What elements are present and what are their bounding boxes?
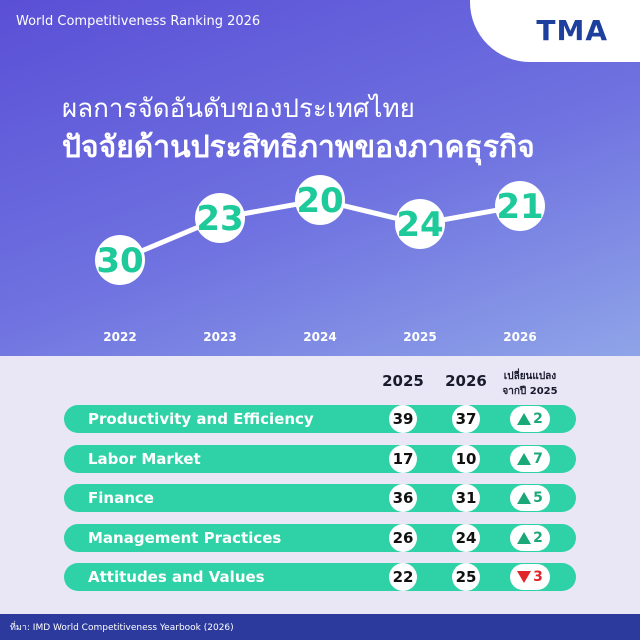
row-name: Productivity and Efficiency xyxy=(88,410,314,428)
footer xyxy=(0,614,640,640)
column-header: เปลี่ยนแปลงจากปี 2025 xyxy=(502,371,558,397)
value-2026: 37 xyxy=(452,405,480,433)
row xyxy=(64,484,576,512)
change: 2 xyxy=(510,406,550,432)
source: ที่มา: IMD World Competitiveness Yearboo… xyxy=(10,623,234,633)
change-value: 2 xyxy=(533,529,543,546)
row-name: Labor Market xyxy=(88,449,201,468)
value-2025: 36 xyxy=(389,484,417,512)
value-2025: 17 xyxy=(389,444,417,473)
value-2026: 24 xyxy=(452,523,480,552)
point xyxy=(495,181,545,231)
data-label: 21 xyxy=(496,187,543,227)
change-arrow xyxy=(517,531,532,544)
point xyxy=(295,175,345,225)
change: 3 xyxy=(510,564,550,590)
value-2025: 39 xyxy=(389,405,417,433)
title: World Competitiveness Ranking 2026 xyxy=(16,14,261,29)
point xyxy=(395,199,445,249)
change: 5 xyxy=(510,485,550,511)
row-name: Finance xyxy=(88,489,154,507)
logo-tab xyxy=(470,0,640,62)
point xyxy=(95,235,145,285)
logo: TMA xyxy=(536,14,608,47)
change-arrow xyxy=(517,571,532,583)
data-label: 30 xyxy=(96,241,143,281)
change: 7 xyxy=(510,445,550,472)
row xyxy=(64,444,576,473)
change-arrow xyxy=(517,452,532,465)
change-arrow xyxy=(517,413,532,425)
row-name: Management Practices xyxy=(88,528,282,547)
value-2026: 10 xyxy=(452,444,480,473)
row xyxy=(64,405,576,433)
data-label: 20 xyxy=(296,181,343,221)
change: 2 xyxy=(510,524,550,551)
data-label: 24 xyxy=(396,205,443,245)
change-value: 2 xyxy=(533,411,543,427)
change-value: 5 xyxy=(533,490,543,506)
value-2025: 22 xyxy=(389,563,417,591)
row xyxy=(64,523,576,552)
headline: ผลการจัดอันดับของประเทศไทย xyxy=(62,94,415,124)
row-name: Attitudes and Values xyxy=(88,568,265,586)
x-tick-label: 2025 xyxy=(403,330,436,344)
change-arrow xyxy=(517,492,532,504)
point xyxy=(195,193,245,243)
value-2026: 25 xyxy=(452,563,480,591)
x-tick-label: 2022 xyxy=(103,330,136,344)
column-header: 2025 xyxy=(382,372,424,390)
change-value: 3 xyxy=(533,569,543,585)
value-2026: 31 xyxy=(452,484,480,512)
x-tick-label: 2026 xyxy=(503,330,536,344)
data-label: 23 xyxy=(196,199,243,239)
column-header: 2026 xyxy=(445,372,487,390)
x-tick-label: 2023 xyxy=(203,330,236,344)
change-value: 7 xyxy=(533,450,543,467)
headline: ปัจจัยด้านประสิทธิภาพของภาคธุรกิจ xyxy=(62,130,535,165)
x-tick-label: 2024 xyxy=(303,330,336,344)
value-2025: 26 xyxy=(389,523,417,552)
row xyxy=(64,563,576,591)
